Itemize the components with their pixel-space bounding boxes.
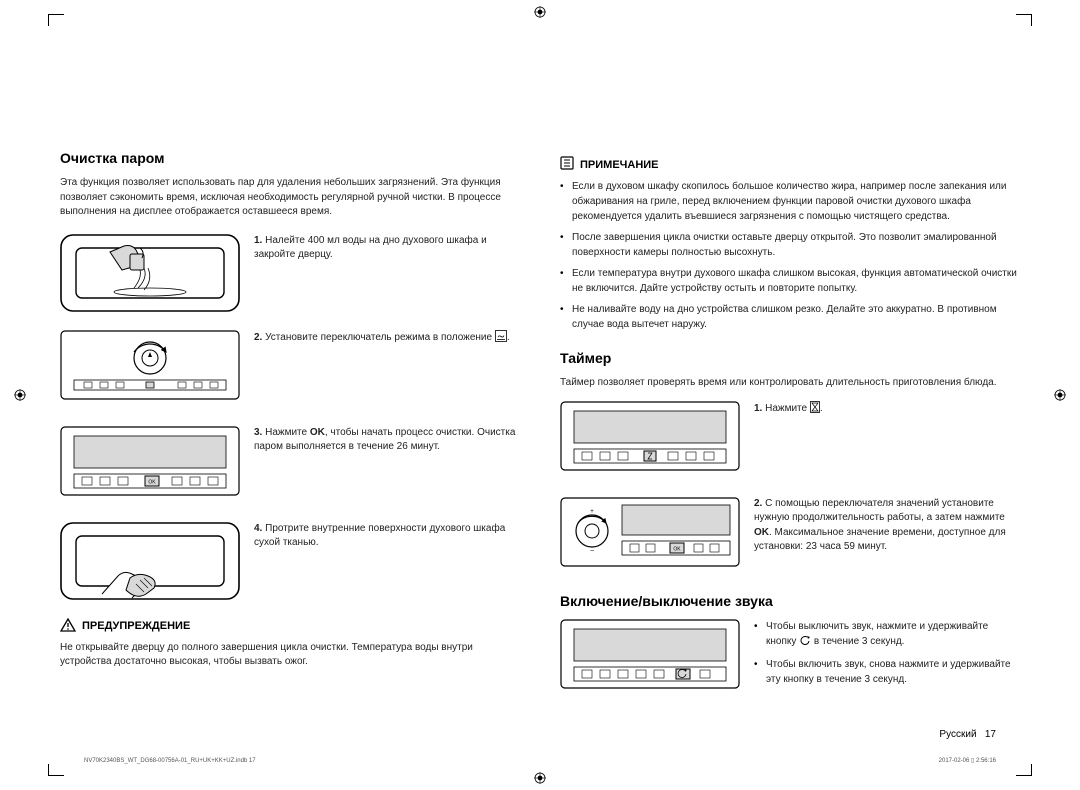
sound-bullet-2: Чтобы включить звук, снова нажмите и уде… [754, 657, 1020, 687]
svg-text:OK: OK [148, 479, 156, 485]
back-icon [799, 636, 811, 651]
hourglass-icon [810, 401, 820, 419]
note-item: После завершения цикла очистки оставьте … [560, 230, 1020, 260]
note-item: Если температура внутри духового шкафа с… [560, 266, 1020, 296]
step-3-text: 3. Нажмите OK, чтобы начать процесс очис… [254, 426, 520, 455]
fig-press-ok: OK [60, 426, 240, 504]
step-1-num: 1. [254, 235, 262, 246]
timer-step-1-post: . [820, 403, 823, 414]
timer-step-1-pre: Нажмите [765, 403, 810, 414]
footer-datetime: 2017-02-06 ▯ 2:56:16 [939, 757, 996, 764]
sound-bullet-1: Чтобы выключить звук, нажмите и удержива… [754, 619, 1020, 651]
fig-pour-water [60, 234, 240, 312]
footer-lang-page: Русский 17 [939, 729, 996, 740]
footer-page: 17 [985, 729, 996, 740]
step-4-row: 4. Протрите внутренние поверхности духов… [60, 522, 520, 600]
note-row: ПРИМЕЧАНИЕ [560, 156, 1020, 173]
warning-row: ПРЕДУПРЕЖДЕНИЕ [60, 618, 520, 635]
step-3-ok: OK [310, 427, 325, 438]
sound-b1-post: в течение 3 секунд. [811, 636, 904, 647]
fig-sound-panel [560, 619, 740, 697]
footer-lang: Русский [939, 729, 976, 740]
step-3-row: OK 3. Нажмите OK, чтобы начать процесс о… [60, 426, 520, 504]
note-icon [560, 156, 574, 173]
timer-step-2-num: 2. [754, 498, 762, 509]
footer-filename: NV70K2340BS_WT_DG68-00756A-01_RU+UK+KK+U… [84, 758, 256, 764]
heading-sound: Включение/выключение звука [560, 593, 1020, 609]
step-4-num: 4. [254, 523, 262, 534]
svg-text:OK: OK [673, 546, 681, 552]
svg-text:+: + [590, 509, 594, 515]
note-item: Не наливайте воду на дно устройства слиш… [560, 302, 1020, 332]
control-panel-icons [84, 382, 218, 388]
steam-clean-intro: Эта функция позволяет использовать пар д… [60, 176, 520, 220]
warning-label: ПРЕДУПРЕЖДЕНИЕ [82, 620, 190, 632]
crop-mark-br [1016, 764, 1032, 776]
timer-step-1-num: 1. [754, 403, 762, 414]
right-column: ПРИМЕЧАНИЕ Если в духовом шкафу скопилос… [560, 150, 1020, 715]
warning-icon [60, 618, 76, 635]
registration-mark-icon [1054, 389, 1066, 401]
warning-text: Не открывайте дверцу до полного завершен… [60, 641, 520, 670]
crop-mark-bl [48, 764, 64, 776]
timer-step-1-row: 1. Нажмите . [560, 401, 1020, 479]
timer-step-2-post: . Максимальное значение времени, доступн… [754, 527, 1006, 553]
step-2-num: 2. [254, 332, 262, 343]
step-2-pre: Установите переключатель режима в положе… [265, 332, 495, 343]
sound-text: Чтобы выключить звук, нажмите и удержива… [754, 619, 1020, 693]
steam-mode-icon [495, 330, 507, 348]
crop-mark-tr [1016, 14, 1032, 26]
step-2-text: 2. Установите переключатель режима в пол… [254, 330, 520, 348]
fig-wipe [60, 522, 240, 600]
step-4-body: Протрите внутренние поверхности духового… [254, 523, 505, 549]
timer-step-2-pre: С помощью переключателя значений установ… [754, 498, 1005, 524]
timer-intro: Таймер позволяет проверять время или кон… [560, 376, 1020, 391]
heading-steam-clean: Очистка паром [60, 150, 520, 166]
note-item: Если в духовом шкафу скопилось большое к… [560, 179, 1020, 224]
manual-page: Очистка паром Эта функция позволяет испо… [60, 40, 1020, 715]
note-label: ПРИМЕЧАНИЕ [580, 159, 659, 171]
registration-mark-icon [14, 389, 26, 401]
svg-text:−: − [590, 548, 594, 555]
step-2-row: 2. Установите переключатель режима в пол… [60, 330, 520, 408]
step-4-text: 4. Протрите внутренние поверхности духов… [254, 522, 520, 551]
crop-mark-tl [48, 14, 64, 26]
registration-mark-icon [534, 6, 546, 18]
timer-step-2-text: 2. С помощью переключателя значений уста… [754, 497, 1020, 555]
step-1-body: Налейте 400 мл воды на дно духового шкаф… [254, 235, 487, 261]
fig-mode-dial [60, 330, 240, 408]
fig-timer-press [560, 401, 740, 479]
step-1-row: 1. Налейте 400 мл воды на дно духового ш… [60, 234, 520, 312]
notes-list: Если в духовом шкафу скопилось большое к… [560, 179, 1020, 332]
heading-timer: Таймер [560, 350, 1020, 366]
step-1-text: 1. Налейте 400 мл воды на дно духового ш… [254, 234, 520, 263]
sound-row: Чтобы выключить звук, нажмите и удержива… [560, 619, 1020, 697]
timer-step-2-ok: OK [754, 527, 769, 538]
step-3-pre: Нажмите [265, 427, 310, 438]
registration-mark-icon [534, 772, 546, 784]
timer-step-1-text: 1. Нажмите . [754, 401, 1020, 419]
step-2-post: . [507, 332, 510, 343]
timer-step-2-row: OK + − 2. С помощью переключателя значен… [560, 497, 1020, 575]
step-3-num: 3. [254, 427, 262, 438]
left-column: Очистка паром Эта функция позволяет испо… [60, 150, 520, 715]
fig-value-dial: OK + − [560, 497, 740, 575]
